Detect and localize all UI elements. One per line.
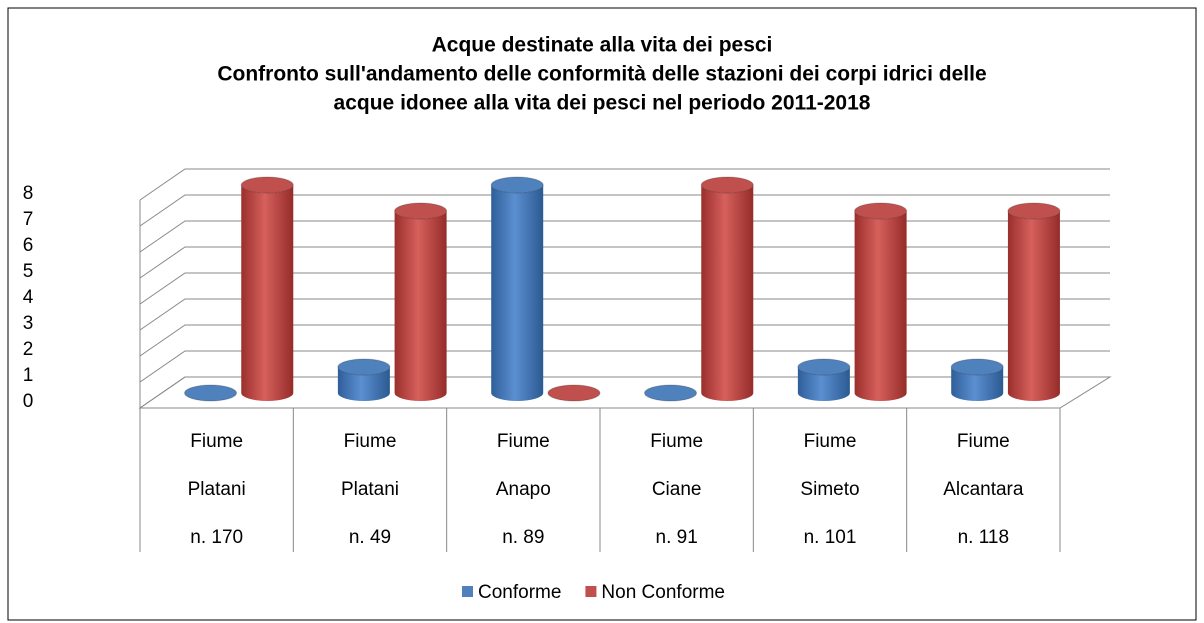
grid-line — [139, 194, 1110, 227]
chart-title: Acque destinate alla vita dei pesci — [432, 34, 773, 57]
bar-top — [1007, 202, 1061, 220]
x-tick-label: Platani — [188, 479, 246, 500]
bar — [950, 358, 1004, 401]
grid-line — [139, 168, 1110, 201]
legend-label: Conforme — [478, 582, 561, 603]
x-tick-label: Simeto — [800, 479, 859, 500]
legend-swatch — [585, 586, 597, 597]
x-tick-label: Anapo — [496, 479, 551, 500]
bar-body — [701, 185, 754, 401]
bar — [240, 176, 294, 401]
grid-line — [139, 220, 1110, 253]
grid-line — [139, 298, 1110, 331]
legend-label: Non Conforme — [601, 582, 725, 603]
y-tick-label: 1 — [23, 365, 34, 386]
bar-body — [951, 367, 1004, 401]
x-tick-label: Fiume — [497, 431, 550, 452]
bar-top — [184, 384, 238, 402]
bar — [337, 358, 391, 401]
bar-body — [797, 367, 850, 401]
bar — [184, 384, 238, 402]
bar-top — [644, 384, 698, 402]
bar-body — [854, 211, 907, 401]
bar-body — [241, 185, 294, 401]
x-tick-label: Fiume — [344, 431, 397, 452]
bar-top — [547, 384, 601, 402]
x-tick-label: Fiume — [650, 431, 703, 452]
x-tick-label: Ciane — [652, 479, 702, 500]
bar-body — [394, 211, 447, 401]
bar-top — [394, 202, 448, 220]
grid-line — [139, 246, 1110, 279]
y-tick-label: 8 — [23, 183, 34, 204]
x-tick-label: n. 170 — [190, 527, 243, 548]
x-tick-label: Alcantara — [943, 479, 1024, 500]
bar — [700, 176, 754, 401]
y-tick-label: 0 — [23, 391, 34, 412]
bar-body — [491, 185, 544, 401]
x-tick-label: n. 118 — [958, 527, 1009, 548]
bar-top — [337, 358, 391, 376]
bar — [490, 176, 544, 401]
chart-title: acque idonee alla vita dei pesci nel per… — [334, 92, 871, 115]
bar-body — [1007, 211, 1060, 401]
x-tick-label: Platani — [341, 479, 399, 500]
bar-top — [797, 358, 851, 376]
bar-top — [950, 358, 1004, 376]
bar-top — [700, 176, 754, 194]
x-tick-label: n. 49 — [349, 527, 391, 548]
legend-swatch — [462, 586, 473, 597]
bar-body — [337, 367, 390, 401]
bar — [1007, 202, 1061, 401]
grid-line — [139, 350, 1110, 383]
chart-frame — [7, 7, 1197, 621]
x-tick-label: Fiume — [957, 431, 1010, 452]
y-tick-label: 4 — [23, 287, 34, 308]
x-tick-label: Fiume — [804, 431, 857, 452]
bar — [547, 384, 601, 402]
grid-line — [139, 272, 1110, 305]
grid-line — [139, 324, 1110, 357]
y-tick-label: 7 — [23, 209, 34, 230]
x-tick-label: Fiume — [190, 431, 243, 452]
y-tick-label: 5 — [23, 261, 34, 282]
y-tick-label: 3 — [23, 313, 34, 334]
bar — [797, 358, 851, 401]
x-tick-label: n. 91 — [656, 527, 698, 548]
x-tick-label: n. 89 — [502, 527, 544, 548]
bar-top — [240, 176, 294, 194]
bar-top — [854, 202, 908, 220]
y-tick-label: 2 — [23, 339, 34, 360]
chart-title: Confronto sull'andamento delle conformit… — [217, 63, 986, 86]
bar — [394, 202, 448, 401]
bar-top — [490, 176, 544, 194]
y-tick-label: 6 — [23, 235, 34, 256]
bar — [854, 202, 908, 401]
bar — [644, 384, 698, 402]
x-tick-label: n. 101 — [804, 527, 857, 548]
